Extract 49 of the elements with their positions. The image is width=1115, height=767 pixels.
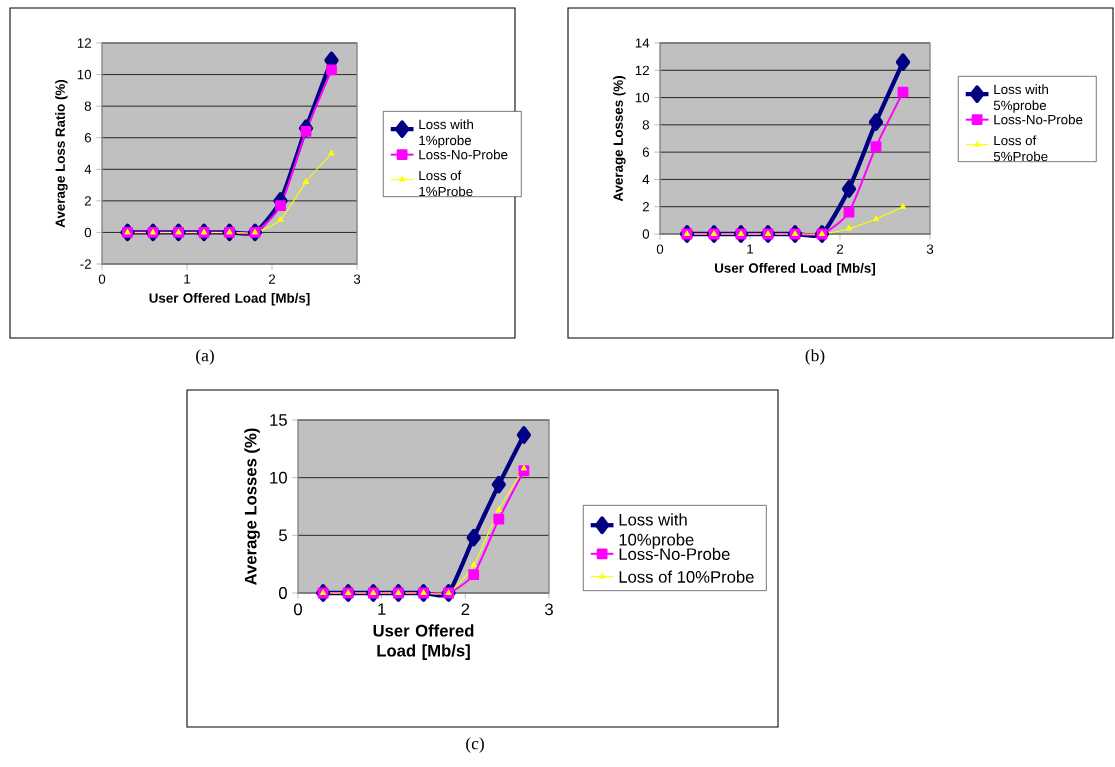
- y-tick-label: 10: [635, 92, 650, 103]
- y-axis-title: Average Loss Ratio (%): [55, 79, 68, 228]
- x-tick-label: 1: [184, 274, 191, 284]
- y-tick-label: 6: [642, 147, 650, 157]
- y-tick-label: 14: [635, 38, 650, 48]
- y-axis-title: Average Losses (%): [613, 76, 626, 202]
- y-tick-label: 10: [77, 69, 92, 80]
- legend-label: Loss with 10%probe: [619, 513, 694, 549]
- y-tick-label: 6: [84, 133, 92, 143]
- y-tick-label: 12: [77, 38, 91, 48]
- x-tick-label: 0: [294, 603, 302, 616]
- legend-label: Loss-No-Probe: [419, 149, 508, 160]
- x-tick-label: 1: [747, 244, 754, 254]
- legend-label: Loss-No-Probe: [619, 547, 730, 561]
- y-tick-label: 2: [642, 202, 649, 212]
- y-tick-label: 8: [84, 101, 92, 111]
- legend-label: Loss with 5%probe: [993, 84, 1048, 113]
- x-tick-label: 0: [656, 244, 664, 254]
- x-tick-label: 1: [378, 603, 386, 615]
- legend-label: Loss-No-Probe: [994, 114, 1083, 125]
- x-axis-title: User Offered Load [Mb/s]: [149, 292, 310, 306]
- y-tick-label: 8: [642, 120, 650, 130]
- text: (c): [466, 737, 484, 753]
- y-tick-label: 4: [642, 174, 650, 185]
- legend-label: Loss of 1%Probe: [419, 170, 473, 197]
- x-tick-label: 2: [836, 244, 844, 254]
- x-tick-label: 2: [461, 603, 470, 616]
- y-tick-label: 15: [270, 414, 287, 426]
- legend-label: Loss of 5%Probe: [993, 135, 1048, 162]
- legend-label: Loss of 10%Probe: [619, 570, 754, 583]
- x-tick-label: 3: [926, 244, 934, 254]
- text: (a): [196, 349, 214, 365]
- y-tick-label: 10: [270, 471, 287, 484]
- y-tick-label: 5: [279, 529, 287, 542]
- x-tick-label: 0: [98, 274, 106, 284]
- y-axis-title: Average Losses (%): [244, 428, 260, 585]
- y-tick-label: 0: [642, 229, 650, 239]
- y-tick-label: 4: [84, 164, 92, 174]
- y-tick-label: 0: [278, 587, 287, 599]
- legend-label: Loss with 1%probe: [419, 119, 473, 148]
- text: (b): [805, 349, 825, 365]
- y-tick-label: 0: [84, 227, 92, 238]
- x-axis-title: User Offered Load [Mb/s]: [715, 262, 875, 276]
- x-axis-title: User Offered Load [Mb/s]: [373, 624, 474, 660]
- x-tick-label: 3: [353, 274, 361, 284]
- y-tick-label: 12: [635, 65, 649, 75]
- x-tick-label: 3: [544, 603, 553, 616]
- y-tick-label: -2: [80, 259, 91, 269]
- y-tick-label: 2: [84, 196, 91, 206]
